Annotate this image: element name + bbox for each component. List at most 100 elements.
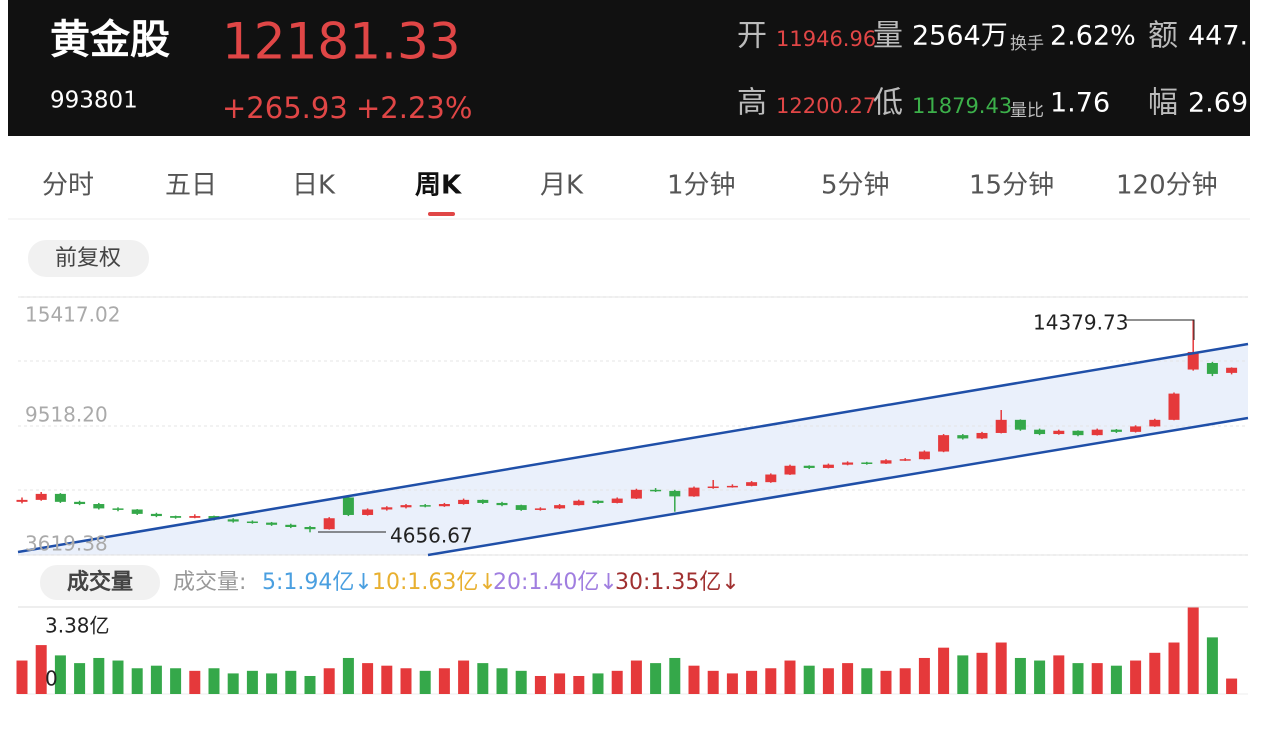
candle-body	[1168, 393, 1180, 420]
y-tick-label: 0	[45, 667, 58, 691]
header-bg	[8, 0, 1250, 136]
candle-body	[1187, 351, 1199, 370]
volume-bar	[304, 675, 316, 694]
tab[interactable]: 周K	[415, 171, 462, 201]
legend-item: 20:1.40亿↓	[493, 570, 618, 595]
volume-bar	[630, 660, 642, 694]
candle-body	[554, 505, 566, 509]
candle-body	[573, 500, 585, 506]
candle-body	[899, 459, 911, 461]
stat-label: 换手	[1010, 34, 1044, 54]
volume-bar	[342, 657, 354, 694]
candle-body	[842, 462, 854, 465]
volume-bar	[938, 647, 950, 694]
stat-label: 额	[1148, 19, 1178, 54]
candle-body	[1206, 362, 1218, 374]
volume-bar	[822, 668, 834, 694]
volume-bar	[227, 673, 239, 694]
volume-bar	[650, 663, 662, 694]
volume-bar	[1072, 663, 1084, 694]
tab[interactable]: 日K	[292, 171, 336, 201]
volume-bar	[918, 657, 930, 694]
volume-bar	[1034, 660, 1046, 694]
tab[interactable]: 1分钟	[667, 171, 736, 201]
volume-button[interactable]	[40, 565, 160, 600]
tab[interactable]: 月K	[540, 171, 584, 201]
candle-body	[995, 419, 1007, 433]
candle-body	[1149, 419, 1161, 427]
volume-bar	[438, 668, 450, 694]
volume-bar	[35, 645, 47, 694]
volume-bar	[381, 665, 393, 694]
candle-body	[822, 464, 834, 468]
volume-bar	[995, 642, 1007, 694]
candle-body	[957, 435, 969, 439]
volume-bar	[362, 663, 374, 694]
stat-label: 开	[737, 19, 767, 54]
volume-bar	[400, 668, 412, 694]
tab[interactable]: 5分钟	[821, 171, 890, 201]
candle-body	[438, 504, 450, 507]
candle-body	[419, 505, 431, 507]
candle-body	[362, 509, 374, 515]
candle-body	[861, 462, 873, 464]
candle-body	[534, 508, 546, 510]
volume-bar	[554, 673, 566, 694]
volume-bar	[861, 668, 873, 694]
volume-bar	[534, 675, 546, 694]
candle-body	[323, 518, 335, 530]
candle-body	[266, 522, 278, 525]
stat-value: 11946.96	[776, 27, 876, 51]
candle-body	[285, 524, 297, 527]
candle-body	[669, 490, 681, 497]
candle-body	[477, 499, 489, 503]
tab[interactable]: 分时	[42, 171, 94, 201]
candle-body	[112, 508, 124, 510]
candle-body	[381, 507, 393, 510]
candle-body	[496, 502, 508, 506]
volume-bar	[285, 670, 297, 694]
candle-body	[726, 485, 738, 488]
volume-bar	[957, 655, 969, 694]
volume-bar	[1187, 607, 1199, 694]
volume-bar	[208, 668, 220, 694]
candle-body	[93, 504, 105, 509]
annotation-line	[1125, 319, 1195, 340]
tab[interactable]: 15分钟	[969, 171, 1054, 201]
volume-bar	[611, 670, 623, 694]
volume-bar	[496, 668, 508, 694]
volume-bar	[1226, 678, 1238, 694]
candle-body	[170, 516, 182, 518]
candle-body	[765, 474, 777, 483]
channel-line	[17, 342, 1249, 554]
candle-body	[650, 489, 662, 492]
volume-bar	[1053, 655, 1065, 694]
candle-body	[746, 482, 758, 486]
y-tick-label: 15417.02	[25, 303, 120, 327]
legend-item: 5:1.94亿↓	[262, 570, 373, 595]
volume-bar	[515, 670, 527, 694]
volume-bar	[1149, 652, 1161, 694]
candle-body	[976, 432, 988, 439]
candle-body	[1130, 426, 1142, 432]
adjust-button[interactable]	[28, 240, 149, 277]
volume-bar	[477, 663, 489, 694]
volume-bar	[1091, 663, 1103, 694]
candle-body	[688, 487, 700, 497]
volume-bar	[170, 668, 182, 694]
candle-body	[630, 489, 642, 499]
legend-title: 成交量:	[173, 570, 246, 595]
volume-bar	[74, 663, 86, 694]
max-label: 14379.73	[1033, 311, 1128, 335]
tab[interactable]: 五日	[165, 171, 217, 201]
volume-label: 成交量	[67, 569, 133, 595]
stat-label: 量比	[1010, 101, 1044, 121]
stat-label: 高	[737, 86, 767, 121]
volume-bar	[1168, 642, 1180, 694]
candle-body	[227, 519, 239, 522]
volume-bar	[1206, 637, 1218, 694]
tab[interactable]: 120分钟	[1116, 171, 1218, 201]
volume-bar	[1110, 665, 1122, 694]
volume-bar	[880, 670, 892, 694]
